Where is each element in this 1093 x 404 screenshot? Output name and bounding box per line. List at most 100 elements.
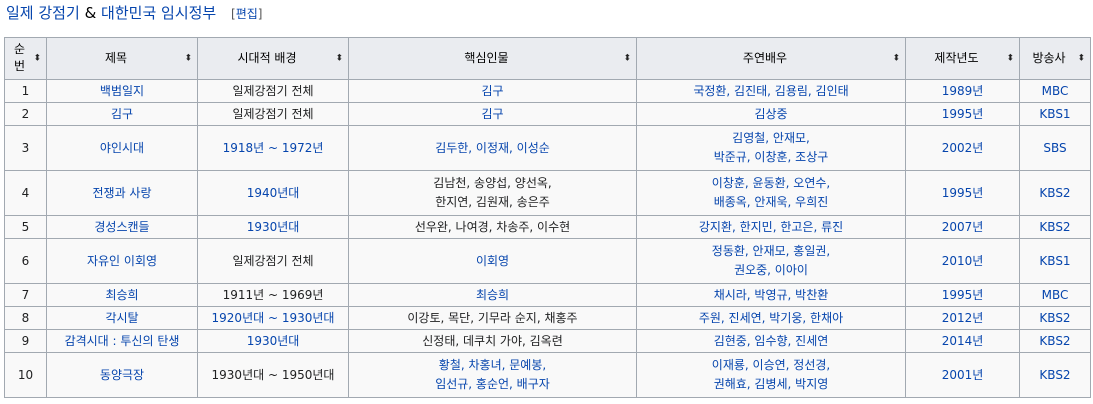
table-row: 1 백범일지 일제강점기 전체 김구 국정환, 김진태, 김용림, 김인태 1989년 MB…	[4, 79, 1091, 103]
actors-line[interactable]: 박준규, 이창훈, 조상구	[713, 150, 829, 164]
title-link[interactable]: 동양극장	[46, 352, 198, 398]
year-link[interactable]: 1989년	[905, 79, 1020, 103]
row-number: 4	[4, 170, 47, 216]
actors-cell[interactable]: 국정환, 김진태, 김용림, 김인태	[636, 79, 906, 103]
figures-cell[interactable]: 황철, 차홍녀, 문예봉, 임선규, 홍순언, 배구자	[348, 352, 637, 398]
header-broadcaster[interactable]: 방송사 ⬍	[1019, 37, 1091, 80]
year-link[interactable]: 1995년	[905, 102, 1020, 126]
sort-icon[interactable]: ⬍	[1077, 53, 1085, 63]
title-link[interactable]: 김구	[46, 102, 198, 126]
actors-line[interactable]: 주원, 진세연, 박기웅, 한채아	[698, 310, 844, 325]
year-link[interactable]: 2007년	[905, 215, 1020, 239]
header-year[interactable]: 제작년도 ⬍	[905, 37, 1020, 80]
actors-cell[interactable]: 김현중, 임수향, 진세연	[636, 329, 906, 353]
actors-line[interactable]: 권해효, 김병세, 박지영	[713, 377, 829, 391]
figures-line[interactable]: 황철, 차홍녀, 문예봉,	[438, 358, 547, 372]
figures-cell[interactable]: 최승희	[348, 283, 637, 307]
broadcaster-link[interactable]: KBS1	[1019, 238, 1091, 284]
year-link[interactable]: 1995년	[905, 170, 1020, 216]
header-period[interactable]: 시대적 배경 ⬍	[197, 37, 349, 80]
title-link[interactable]: 백범일지	[46, 79, 198, 103]
figures-cell[interactable]: 김구	[348, 79, 637, 103]
actors-cell[interactable]: 김상중	[636, 102, 906, 126]
row-number: 10	[4, 352, 47, 398]
title-link[interactable]: 자유인 이회영	[46, 238, 198, 284]
title-link[interactable]: 각시탈	[46, 306, 198, 330]
year-link[interactable]: 2012년	[905, 306, 1020, 330]
actors-line[interactable]: 김현중, 임수향, 진세연	[713, 333, 829, 348]
broadcaster-link[interactable]: KBS2	[1019, 215, 1091, 239]
year-link[interactable]: 2010년	[905, 238, 1020, 284]
actors-line[interactable]: 이창훈, 윤동환, 오연수,	[711, 176, 831, 190]
actors-line[interactable]: 정동환, 안재모, 홍일권,	[711, 244, 831, 258]
actors-line[interactable]: 강지환, 한지민, 한고은, 류진	[698, 219, 844, 234]
period-cell[interactable]: 1930년대	[197, 329, 349, 353]
period-cell[interactable]: 1940년대	[197, 170, 349, 216]
broadcaster-link[interactable]: MBC	[1019, 283, 1091, 307]
actors-line[interactable]: 권오중, 이아이	[734, 263, 808, 277]
sort-icon[interactable]: ⬍	[335, 53, 343, 63]
header-number[interactable]: 순번 ⬍	[4, 37, 47, 80]
actors-line[interactable]: 이재룡, 이승연, 정선경,	[711, 358, 831, 372]
header-figures[interactable]: 핵심인물 ⬍	[348, 37, 637, 80]
period-cell[interactable]: 1930년대	[197, 215, 349, 239]
year-link[interactable]: 2001년	[905, 352, 1020, 398]
figures-line[interactable]: 김두한, 이정재, 이성순	[435, 140, 550, 155]
header-title[interactable]: 제목 ⬍	[46, 37, 198, 80]
figures-cell: 이강토, 목단, 기무라 순지, 채홍주	[348, 306, 637, 330]
period-cell[interactable]: 1920년대 ~ 1930년대	[197, 306, 349, 330]
header-label: 순번	[13, 42, 26, 73]
broadcaster-link[interactable]: KBS2	[1019, 170, 1091, 216]
broadcaster-link[interactable]: KBS2	[1019, 352, 1091, 398]
broadcaster-link[interactable]: SBS	[1019, 125, 1091, 171]
edit-label[interactable]: 편집	[235, 7, 258, 21]
title-link[interactable]: 최승희	[46, 283, 198, 307]
actors-cell[interactable]: 강지환, 한지민, 한고은, 류진	[636, 215, 906, 239]
sort-icon[interactable]: ⬍	[184, 53, 192, 63]
sort-icon[interactable]: ⬍	[623, 53, 631, 63]
year-link[interactable]: 2002년	[905, 125, 1020, 171]
figures-line[interactable]: 임선규, 홍순언, 배구자	[435, 377, 550, 391]
sort-icon[interactable]: ⬍	[1006, 53, 1014, 63]
figures-cell[interactable]: 이회영	[348, 238, 637, 284]
figures-line[interactable]: 김구	[481, 106, 504, 121]
figures-line[interactable]: 최승희	[475, 287, 510, 302]
period-cell[interactable]: 1918년 ~ 1972년	[197, 125, 349, 171]
heading-link-provisional-government[interactable]: 대한민국 임시정부	[101, 4, 217, 22]
broadcaster-link[interactable]: MBC	[1019, 79, 1091, 103]
actors-cell[interactable]: 채시라, 박영규, 박찬환	[636, 283, 906, 307]
title-link[interactable]: 야인시대	[46, 125, 198, 171]
heading-link-japanese-occupation[interactable]: 일제 강점기	[6, 4, 80, 22]
edit-link[interactable]: [편집]	[231, 7, 263, 21]
sort-icon[interactable]: ⬍	[33, 53, 41, 63]
title-link[interactable]: 전쟁과 사랑	[46, 170, 198, 216]
figures-line: 김남천, 송양섭, 양선옥,	[433, 176, 552, 190]
year-link[interactable]: 1995년	[905, 283, 1020, 307]
actors-cell[interactable]: 이창훈, 윤동환, 오연수, 배종옥, 안재욱, 우희진	[636, 170, 906, 216]
heading-amp: &	[84, 4, 97, 22]
broadcaster-link[interactable]: KBS2	[1019, 329, 1091, 353]
period-cell: 일제강점기 전체	[197, 102, 349, 126]
header-actors[interactable]: 주연배우 ⬍	[636, 37, 906, 80]
year-link[interactable]: 2014년	[905, 329, 1020, 353]
actors-line[interactable]: 배종옥, 안재욱, 우희진	[713, 195, 829, 209]
figures-cell[interactable]: 김구	[348, 102, 637, 126]
actors-cell[interactable]: 김영철, 안재모, 박준규, 이창훈, 조상구	[636, 125, 906, 171]
figures-cell[interactable]: 김두한, 이정재, 이성순	[348, 125, 637, 171]
figures-line[interactable]: 김구	[481, 83, 504, 98]
actors-cell[interactable]: 정동환, 안재모, 홍일권, 권오중, 이아이	[636, 238, 906, 284]
actors-line[interactable]: 김영철, 안재모,	[732, 131, 810, 145]
actors-cell[interactable]: 이재룡, 이승연, 정선경, 권해효, 김병세, 박지영	[636, 352, 906, 398]
drama-table: 순번 ⬍ 제목 ⬍ 시대적 배경 ⬍ 핵심인물 ⬍ 주연배우 ⬍ 제작년도 ⬍ 방송사 ⬍ 1 백범일지 일제…	[4, 37, 1091, 398]
broadcaster-link[interactable]: KBS1	[1019, 102, 1091, 126]
actors-line[interactable]: 김상중	[754, 106, 788, 121]
actors-line[interactable]: 국정환, 김진태, 김용림, 김인태	[693, 83, 849, 98]
actors-line[interactable]: 채시라, 박영규, 박찬환	[713, 287, 829, 302]
figures-cell: 선우완, 나여경, 차송주, 이수현	[348, 215, 637, 239]
sort-icon[interactable]: ⬍	[892, 53, 900, 63]
broadcaster-link[interactable]: KBS2	[1019, 306, 1091, 330]
figures-line[interactable]: 이회영	[475, 253, 510, 268]
title-link[interactable]: 경성스캔들	[46, 215, 198, 239]
actors-cell[interactable]: 주원, 진세연, 박기웅, 한채아	[636, 306, 906, 330]
title-link[interactable]: 감격시대 : 투신의 탄생	[46, 329, 198, 353]
